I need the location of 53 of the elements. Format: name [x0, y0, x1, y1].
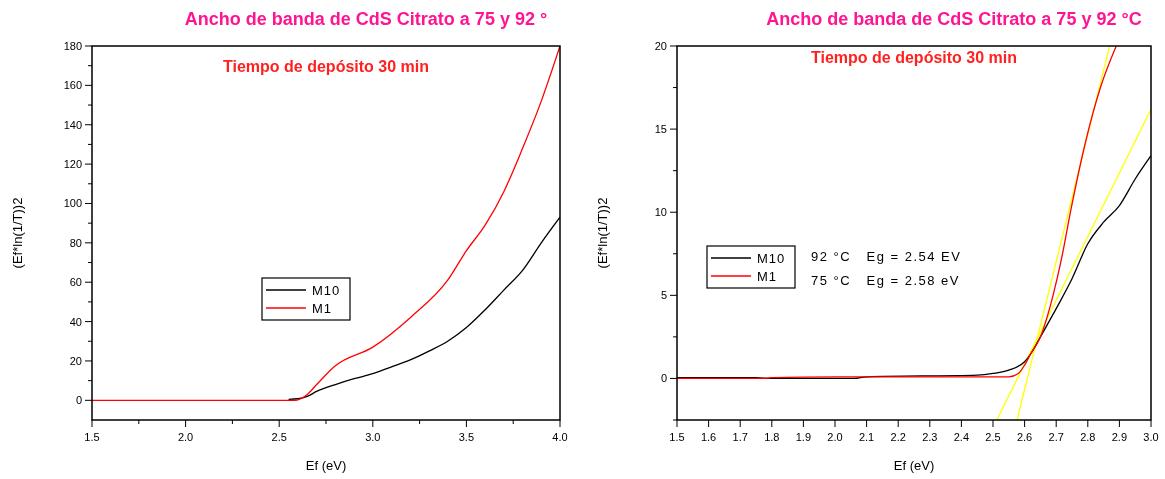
x-tick-label: 2.4 [953, 431, 970, 443]
x-tick-label: 1.9 [795, 431, 812, 443]
y-tick-label: 20 [69, 354, 82, 367]
x-tick-label: 2.5 [271, 431, 287, 443]
y-tick-label: 10 [654, 206, 667, 219]
y-tick-label: 0 [660, 372, 667, 385]
x-tick-label: 2.0 [827, 431, 843, 443]
chart-title: Ancho de banda de CdS Citrato a 75 y 92 °C [766, 9, 1142, 29]
y-tick-label: 60 [69, 276, 82, 289]
legend-label: M10 [312, 283, 341, 298]
y-tick-label: 5 [660, 289, 667, 302]
y-tick-label: 40 [69, 315, 82, 328]
y-axis-title: (Ef*ln(1/T))2 [595, 197, 610, 269]
legend-label: M1 [312, 301, 333, 316]
y-tick-label: 100 [63, 197, 82, 210]
x-tick-label: 1.7 [732, 431, 748, 443]
y-tick-label: 20 [654, 40, 667, 52]
x-axis-title: Ef (eV) [305, 458, 347, 473]
annotation: Tiempo de depósito 30 min [223, 58, 429, 75]
annotation: 75 °C Eg = 2.58 eV [811, 273, 961, 288]
chart-title: Ancho de banda de CdS Citrato a 75 y 92 ° [184, 9, 548, 29]
x-tick-label: 2.8 [1080, 431, 1096, 443]
x-tick-label: 1.8 [764, 431, 780, 443]
annotation: 92 °C Eg = 2.54 EV [811, 249, 962, 264]
x-tick-label: 1.6 [700, 431, 717, 443]
line-series [677, 46, 1117, 380]
y-tick-label: 120 [63, 158, 82, 171]
x-tick-label: 4.0 [552, 431, 568, 443]
x-tick-label: 3.0 [365, 431, 381, 443]
x-tick-label: 1.5 [84, 431, 100, 443]
y-axis-title: (Ef*ln(1/T))2 [10, 197, 25, 269]
x-tick-label: 2.6 [1016, 431, 1033, 443]
y-tick-label: 0 [75, 394, 82, 407]
x-axis-title: Ef (eV) [893, 458, 935, 473]
x-tick-label: 3.0 [1143, 431, 1159, 443]
x-tick-label: 2.7 [1048, 431, 1064, 443]
x-tick-label: 3.5 [458, 431, 475, 443]
y-tick-label: 15 [654, 123, 667, 136]
x-tick-label: 2.3 [922, 431, 938, 443]
x-tick-label: 2.9 [1111, 431, 1128, 443]
x-tick-label: 2.1 [858, 431, 875, 443]
y-tick-label: 180 [63, 40, 82, 52]
x-tick-label: 1.5 [669, 431, 685, 443]
line-series [92, 46, 560, 401]
x-tick-label: 2.0 [177, 431, 194, 443]
y-tick-label: 160 [63, 79, 82, 92]
y-tick-label: 140 [63, 118, 82, 131]
annotation: Tiempo de depósito 30 min [811, 49, 1017, 66]
x-tick-label: 2.5 [985, 431, 1001, 443]
legend-label: M10 [757, 251, 786, 266]
y-tick-label: 80 [69, 236, 82, 249]
legend-label: M1 [757, 269, 778, 284]
x-tick-label: 2.2 [890, 431, 906, 443]
